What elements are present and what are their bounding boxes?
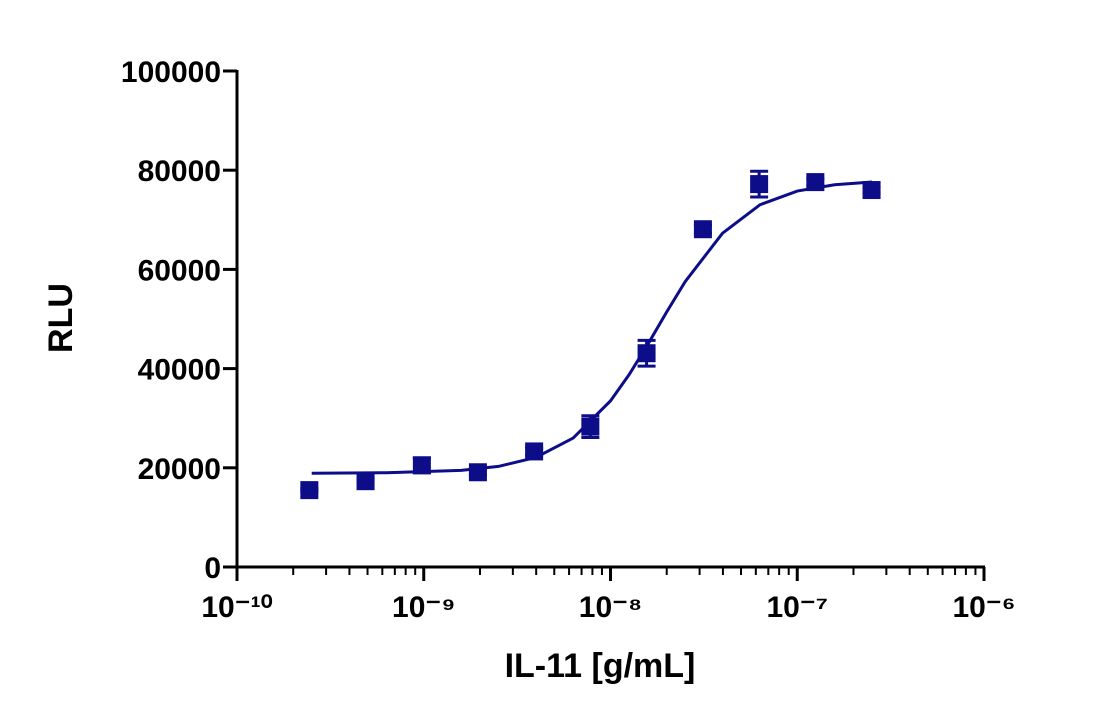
y-tick-label: 100000	[121, 56, 221, 89]
x-tick-label: 10⁻⁷	[766, 591, 828, 624]
x-tick-label: 10⁻⁹	[392, 591, 455, 624]
x-tick-label: 10⁻⁸	[579, 591, 642, 624]
data-point	[412, 456, 431, 475]
y-tick-label: 40000	[138, 354, 221, 387]
data-point	[581, 417, 600, 436]
x-tick-label: 10⁻⁶	[952, 591, 1015, 624]
data-point	[468, 463, 487, 482]
data-point	[637, 344, 656, 363]
x-axis-title: IL-11 [g/mL]	[505, 647, 696, 685]
data-point	[525, 442, 544, 461]
data-point	[300, 481, 319, 500]
data-point	[862, 181, 881, 200]
y-tick-label: 60000	[138, 254, 221, 287]
y-tick-label: 0	[204, 552, 221, 585]
y-tick-label: 20000	[138, 453, 221, 486]
data-point	[693, 220, 712, 239]
x-tick-label: 10⁻¹⁰	[201, 591, 272, 624]
data-point	[806, 173, 825, 192]
y-tick-label: 80000	[138, 155, 221, 188]
y-axis-title: RLU	[42, 283, 80, 353]
data-point	[356, 472, 375, 491]
data-point	[750, 175, 769, 194]
